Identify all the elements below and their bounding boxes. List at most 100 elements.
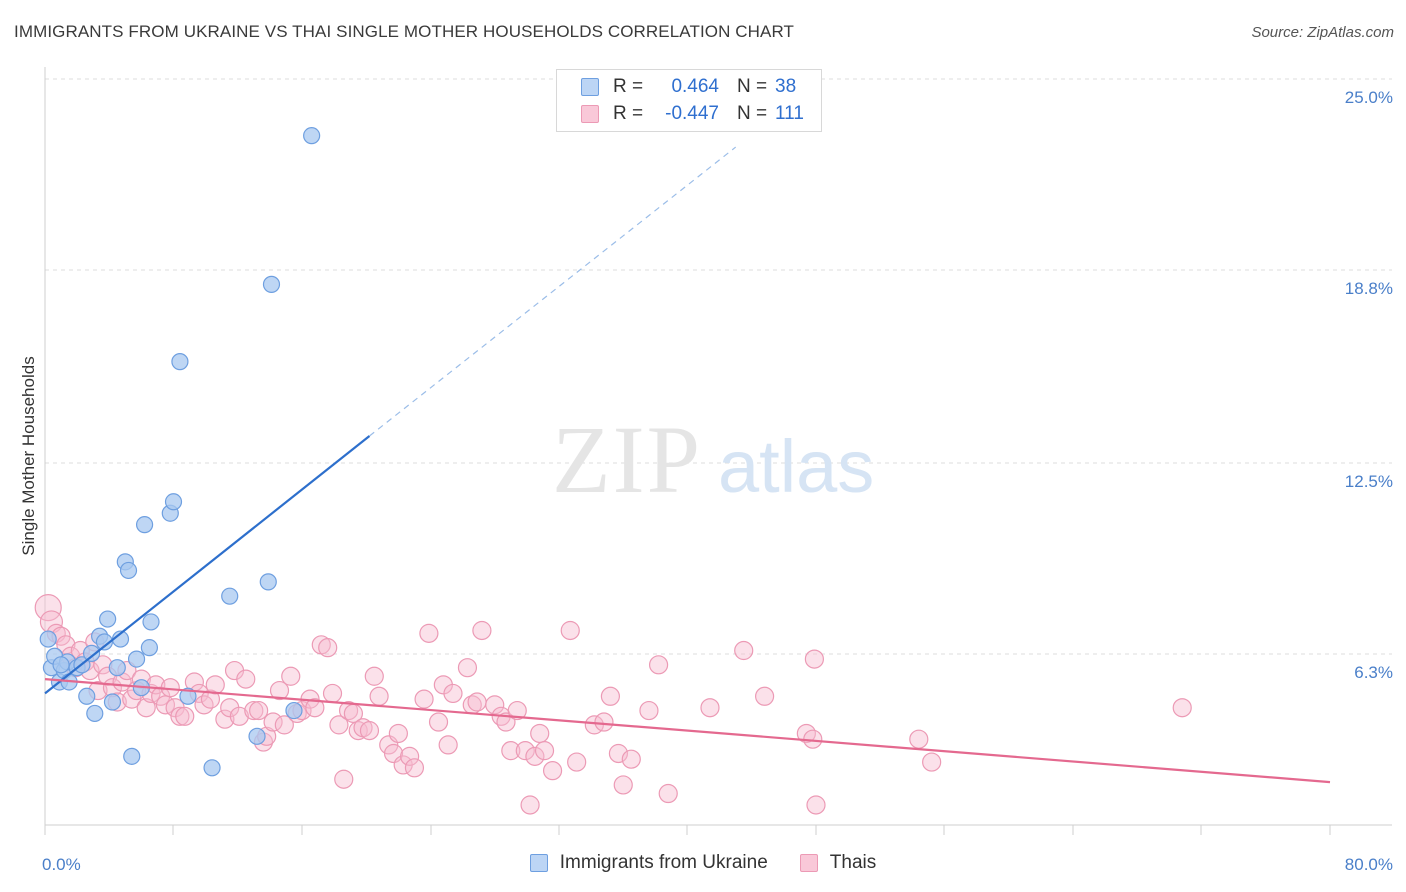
legend-r-value: 0.464	[671, 76, 719, 97]
ukraine-point	[103, 693, 122, 711]
thai-point	[414, 689, 434, 709]
thai-point	[648, 655, 669, 675]
thai-point	[205, 675, 225, 695]
thai-point	[613, 775, 633, 795]
thai-point	[236, 669, 256, 689]
chart-title: IMMIGRANTS FROM UKRAINE VS THAI SINGLE M…	[14, 22, 795, 41]
tick-labels: 25.0% 18.8% 12.5% 6.3% 0.0% 80.0%	[42, 88, 1393, 874]
legend-n-label: N =	[737, 103, 768, 124]
y-tick-label: 25.0%	[1345, 88, 1393, 107]
ukraine-point	[99, 610, 117, 628]
legend-row-thai: R = -0.447 N = 111	[581, 103, 804, 125]
thai-point	[600, 686, 621, 706]
thai-point	[534, 741, 555, 761]
thai-point	[515, 741, 535, 761]
ukraine-point	[52, 656, 70, 674]
thai-point	[215, 709, 235, 729]
thai-point	[334, 769, 354, 789]
axes	[44, 67, 1392, 835]
watermark: ZIP atlas	[552, 406, 874, 513]
thai-point	[567, 752, 587, 772]
series-swatch-thai	[799, 854, 818, 872]
thai-points	[34, 594, 1192, 815]
ukraine-points	[39, 127, 321, 777]
thai-point	[369, 686, 389, 706]
ukraine-point	[127, 650, 146, 668]
thai-point	[364, 666, 384, 686]
thai-point	[170, 706, 190, 726]
thai-point	[329, 715, 349, 735]
thai-point	[400, 746, 420, 766]
series-legend: Immigrants from Ukraine Thais	[0, 852, 1406, 874]
thai-point	[249, 700, 269, 721]
thai-point	[467, 692, 487, 712]
ukraine-point	[285, 701, 303, 720]
thai-point	[594, 712, 614, 732]
thai-point	[136, 698, 156, 718]
y-tick-label: 18.8%	[1345, 279, 1393, 298]
thai-point	[322, 683, 343, 704]
ukraine-point	[179, 687, 197, 705]
thai-point	[1172, 698, 1192, 718]
watermark-zip: ZIP	[552, 406, 702, 513]
ukraine-point	[203, 759, 221, 777]
ukraine-point	[135, 516, 154, 534]
thai-point	[542, 761, 563, 781]
correlation-legend: R = 0.464 N = 38 R = -0.447 N = 111	[556, 69, 822, 132]
thai-point	[443, 683, 463, 704]
y-tick-label: 6.3%	[1354, 663, 1393, 682]
thai-point	[244, 700, 264, 721]
grid-lines	[45, 78, 1392, 655]
thai-point	[520, 795, 540, 815]
thai-point	[560, 620, 580, 641]
series-legend-thai: Thais	[799, 852, 877, 874]
ukraine-point	[108, 659, 126, 677]
thai-point	[175, 706, 195, 726]
ukraine-point	[123, 747, 141, 765]
thai-point	[318, 638, 338, 658]
legend-row-ukraine: R = 0.464 N = 38	[581, 76, 796, 98]
thai-point	[404, 758, 425, 778]
legend-swatch-thai	[581, 105, 599, 123]
y-axis-label: Single Mother Households	[19, 356, 38, 555]
series-label-ukraine: Immigrants from Ukraine	[559, 852, 768, 873]
ukraine-point	[140, 639, 159, 657]
x-tick-label: 80.0%	[1345, 855, 1393, 874]
series-legend-ukraine: Immigrants from Ukraine	[529, 852, 768, 874]
thai-point	[428, 712, 449, 732]
legend-n-value: 111	[775, 103, 804, 124]
thai-point	[281, 666, 301, 686]
ukraine-trend-line	[44, 435, 371, 695]
trend-lines	[44, 146, 1331, 784]
legend-swatch-ukraine	[581, 78, 599, 96]
thai-point	[269, 680, 290, 701]
ukraine-point	[262, 275, 281, 293]
x-tick-label: 0.0%	[42, 855, 81, 874]
thai-point	[806, 795, 826, 815]
thai-point	[530, 723, 550, 744]
ukraine-point	[119, 561, 138, 580]
thai-point	[754, 686, 775, 706]
thai-point	[639, 700, 659, 721]
ukraine-point	[86, 704, 104, 723]
series-label-thai: Thais	[829, 852, 877, 873]
thai-point	[485, 695, 505, 715]
ukraine-point	[39, 630, 57, 648]
legend-n-label: N =	[737, 76, 768, 97]
thai-point	[457, 658, 478, 678]
thai-point	[200, 689, 221, 709]
y-tick-label: 12.5%	[1345, 472, 1393, 491]
thai-point	[621, 749, 641, 769]
legend-n-value: 38	[775, 76, 797, 97]
thai-point	[34, 594, 62, 622]
thai-point	[909, 729, 929, 749]
ukraine-point	[78, 687, 96, 705]
thai-point	[804, 649, 824, 669]
ukraine-trend-extension	[369, 146, 737, 437]
legend-r-label: R =	[613, 103, 644, 124]
thai-point	[274, 715, 294, 735]
thai-point	[700, 698, 720, 718]
ukraine-point	[82, 644, 101, 662]
thai-point	[501, 741, 521, 761]
